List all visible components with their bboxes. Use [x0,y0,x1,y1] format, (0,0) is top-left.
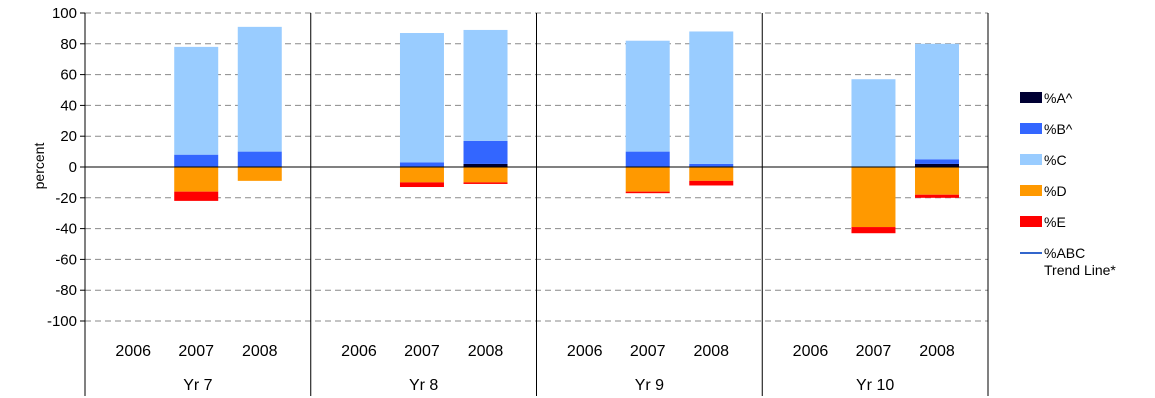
legend-item-trend: %ABC Trend Line* [1020,245,1155,278]
bar-segment [237,151,282,167]
legend-label-c: %C [1044,152,1067,168]
bar-segment [399,167,444,183]
x-tick-label-year: 2007 [630,343,666,360]
x-tick-label-year: 2006 [793,343,829,360]
y-tick-label: -40 [55,221,77,238]
bar-segment [463,182,508,184]
bar-segment [851,227,896,234]
x-tick-label-year: 2006 [567,343,603,360]
y-tick-label: -20 [55,190,77,207]
bar-segment [174,191,219,201]
bars [174,26,960,234]
legend-item-d: %D [1020,183,1155,214]
bar-segment [174,46,219,155]
bar-segment [915,43,960,160]
x-tick-label-year: 2008 [693,343,729,360]
legend-swatch-d [1020,185,1042,196]
legend-label-e: %E [1044,214,1066,230]
bar-segment [174,167,219,192]
legend-swatch-e [1020,216,1042,227]
bar-segment [915,167,960,195]
x-tick-label-year: 2007 [404,343,440,360]
legend-label-d: %D [1044,183,1067,199]
x-tick-label-year: 2008 [468,343,504,360]
legend-label-trend: %ABC Trend Line* [1044,245,1116,278]
legend-swatch-trend [1020,252,1042,254]
legend-item-e: %E [1020,214,1155,245]
legend-item-c: %C [1020,152,1155,183]
bar-segment [237,167,282,181]
x-tick-label-group: Yr 7 [183,377,212,394]
bar-segment [463,29,508,141]
x-tick-label-year: 2006 [341,343,377,360]
legend-item-a: %A^ [1020,90,1155,121]
bar-segment [625,167,670,192]
y-tick-labels: 100 80 60 40 20 0 -20 -40 -60 -80 -100 [47,5,77,330]
x-tick-label-year: 2008 [919,343,955,360]
bar-segment [689,180,734,186]
bar-segment [237,26,282,152]
bar-segment [625,40,670,152]
y-tick-label: 60 [60,67,77,84]
x-tick-label-group: Yr 9 [635,377,664,394]
bar-segment [689,31,734,164]
bar-segment [399,33,444,163]
bar-segment [915,194,960,198]
legend-item-b: %B^ [1020,121,1155,152]
x-tick-label-group: Yr 8 [409,377,438,394]
bar-segment [625,151,670,167]
bar-segment [463,140,508,164]
y-tick-label: 100 [52,5,77,22]
y-tick-label: 0 [69,159,77,176]
y-tick-label: 40 [60,97,77,114]
bar-segment [463,163,508,167]
x-tick-label-year: 2006 [115,343,151,360]
x-tick-label-year: 2007 [178,343,214,360]
legend-label-a: %A^ [1044,90,1073,106]
bar-segment [399,162,444,167]
y-axis-label: percent [31,143,47,190]
legend-swatch-a [1020,92,1042,103]
bar-segment [689,163,734,167]
legend-label-b: %B^ [1044,121,1073,137]
bar-segment [851,79,896,167]
legend-swatch-c [1020,154,1042,165]
legend-swatch-b [1020,123,1042,134]
y-tick-label: -100 [47,313,77,330]
x-tick-label-group: Yr 10 [856,377,894,394]
y-tick-label: 80 [60,36,77,53]
x-tick-label-year: 2007 [856,343,892,360]
bar-segment [463,167,508,183]
y-tick-label: -60 [55,251,77,268]
bar-segment [851,167,896,228]
bar-segment [915,163,960,167]
bar-segment [174,154,219,167]
bar-segment [689,167,734,181]
x-tick-labels: 2006 2007 2008 Yr 7 2006 2007 2008 Yr 8 2006 2007… [115,343,954,394]
x-tick-label-year: 2008 [242,343,278,360]
bar-segment [625,191,670,194]
axes [80,12,988,322]
legend: %A^ %B^ %C %D %E %ABC Trend Line* [1020,90,1155,278]
bar-segment [399,182,444,188]
bar-segment [915,159,960,164]
y-tick-label: 20 [60,128,77,145]
y-tick-label: -80 [55,282,77,299]
